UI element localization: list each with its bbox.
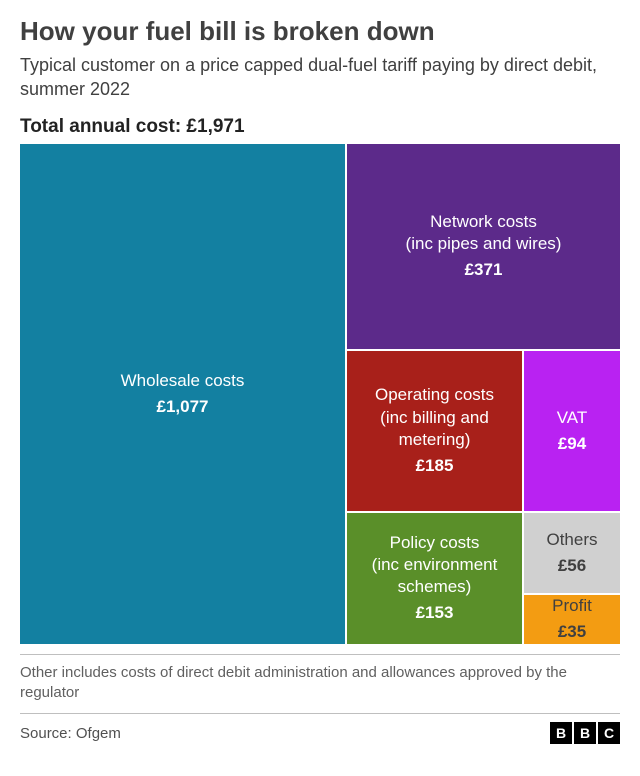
divider <box>20 713 620 714</box>
treemap-cell-network: Network costs(inc pipes and wires) £371 <box>347 144 620 349</box>
treemap-cell-wholesale: Wholesale costs £1,077 <box>20 144 345 644</box>
cell-label: Policy costs(inc environment schemes) <box>347 532 522 598</box>
cell-label: VAT <box>557 407 588 429</box>
treemap-cell-profit: Profit £35 <box>524 595 620 644</box>
treemap-cell-others: Others £56 <box>524 513 620 593</box>
chart-source: Source: Ofgem <box>20 725 121 742</box>
cell-value: £371 <box>465 259 503 281</box>
cell-value: £94 <box>558 433 586 455</box>
bbc-logo-letter: B <box>574 722 596 744</box>
chart-footer: Source: Ofgem B B C <box>20 722 620 744</box>
cell-value: £35 <box>558 621 586 643</box>
cell-value: £185 <box>416 455 454 477</box>
treemap-cell-vat: VAT £94 <box>524 351 620 511</box>
cell-label: Network costs(inc pipes and wires) <box>406 211 562 255</box>
treemap-cell-operating: Operating costs(inc billing and metering… <box>347 351 522 511</box>
bbc-logo-letter: C <box>598 722 620 744</box>
divider: Other includes costs of direct debit adm… <box>20 654 620 704</box>
cell-value: £1,077 <box>157 396 209 418</box>
cell-label: Operating costs(inc billing and metering… <box>347 384 522 450</box>
bbc-logo: B B C <box>550 722 620 744</box>
cell-label: Wholesale costs <box>121 370 245 392</box>
treemap-chart: Wholesale costs £1,077 Network costs(inc p… <box>20 144 620 644</box>
chart-subtitle: Typical customer on a price capped dual-… <box>20 53 620 102</box>
cell-value: £56 <box>558 555 586 577</box>
cell-label: Others <box>546 529 597 551</box>
chart-container: How your fuel bill is broken down Typica… <box>0 0 640 758</box>
chart-total: Total annual cost: £1,971 <box>20 116 620 138</box>
bbc-logo-letter: B <box>550 722 572 744</box>
chart-title: How your fuel bill is broken down <box>20 16 620 47</box>
chart-footnote: Other includes costs of direct debit adm… <box>20 663 620 704</box>
cell-label: Profit <box>552 595 592 617</box>
treemap-cell-policy: Policy costs(inc environment schemes) £15… <box>347 513 522 644</box>
cell-value: £153 <box>416 602 454 624</box>
